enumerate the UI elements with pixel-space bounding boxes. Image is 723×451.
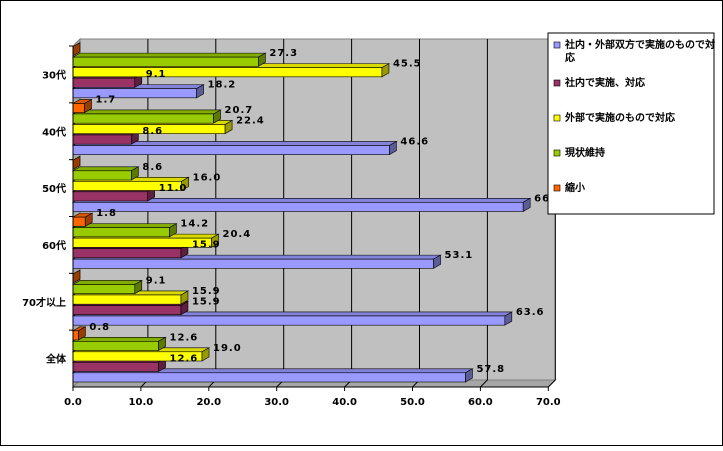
category-label: 40代 (42, 125, 66, 138)
data-label: 1.8 (96, 208, 117, 219)
bar (73, 68, 382, 77)
legend-swatch (554, 80, 560, 86)
data-label: 16.0 (193, 172, 222, 183)
data-label: 22.4 (236, 115, 265, 126)
bar (73, 373, 465, 382)
legend-swatch (554, 42, 560, 48)
bar (73, 305, 181, 314)
bar (73, 331, 78, 340)
data-label: 14.2 (180, 219, 209, 230)
category-label: 30代 (42, 68, 66, 81)
x-tick-label: 10.0 (129, 397, 154, 408)
bar (73, 78, 135, 87)
data-label: 20.7 (225, 105, 254, 116)
data-label: 12.6 (170, 353, 199, 364)
bar (73, 238, 212, 247)
bar (73, 202, 523, 211)
bar (73, 171, 131, 180)
x-tick-label: 20.0 (196, 397, 221, 408)
data-label: 63.6 (516, 307, 545, 318)
data-label: 8.6 (142, 162, 163, 173)
x-tick-label: 70.0 (536, 397, 561, 408)
data-label: 53.1 (445, 250, 474, 261)
legend-swatch (554, 185, 560, 191)
bar (73, 295, 181, 304)
legend-label: 現状維持 (565, 146, 605, 159)
data-label: 20.4 (223, 229, 252, 240)
data-label: 9.1 (146, 69, 167, 80)
bar (73, 145, 389, 154)
bar (73, 89, 197, 98)
data-label: 19.0 (213, 343, 242, 354)
bar (73, 57, 258, 66)
legend-label: 社内・外部双方で実施のもので対 (564, 38, 715, 51)
category-label: 全体 (45, 353, 67, 366)
category-label: 60代 (42, 239, 66, 252)
data-label: 46.6 (400, 136, 429, 147)
data-label: 8.6 (142, 126, 163, 137)
x-tick-label: 60.0 (468, 397, 493, 408)
data-label: 18.2 (208, 80, 237, 91)
data-label: 15.9 (192, 286, 221, 297)
legend-swatch (554, 150, 560, 156)
bar (73, 228, 169, 237)
data-label: 45.5 (393, 59, 422, 70)
bar-top-face (73, 110, 221, 114)
data-label: 9.1 (146, 275, 167, 286)
bar (73, 135, 131, 144)
x-tick-label: 50.0 (400, 397, 425, 408)
data-label: 0.8 (89, 322, 110, 333)
x-tick-label: 0.0 (64, 397, 82, 408)
bar (73, 217, 85, 226)
data-label: 27.3 (269, 48, 298, 59)
data-label: 15.9 (192, 240, 221, 251)
legend-swatch (554, 115, 560, 121)
category-label: 70才以上 (22, 296, 66, 309)
bar (73, 114, 214, 123)
data-label: 15.9 (192, 296, 221, 307)
data-label: 11.0 (159, 183, 188, 194)
bar-top-face (73, 167, 138, 171)
category-label: 50代 (42, 182, 66, 195)
bar (73, 103, 85, 112)
bar (73, 341, 159, 350)
legend-label: 外部で実施のもので対応 (564, 111, 675, 124)
bar (73, 192, 148, 201)
data-label: 57.8 (476, 364, 505, 375)
bar (73, 284, 135, 293)
bar-top-face (73, 280, 142, 284)
bar (73, 249, 181, 258)
data-label: 1.7 (96, 94, 117, 105)
legend-label: 社内で実施、対応 (564, 76, 645, 89)
x-tick-label: 30.0 (264, 397, 289, 408)
x-tick-label: 40.0 (332, 397, 357, 408)
legend-label: 応 (565, 51, 575, 64)
bar-top-face (73, 53, 265, 57)
bar-top-face (73, 337, 166, 341)
legend: 社内・外部双方で実施のもので対応社内で実施、対応外部で実施のもので対応現状維持縮… (548, 33, 715, 214)
bar (73, 259, 434, 268)
bar (73, 316, 505, 325)
bar (73, 362, 159, 371)
data-label: 12.6 (170, 332, 199, 343)
legend-label: 縮小 (565, 181, 585, 194)
